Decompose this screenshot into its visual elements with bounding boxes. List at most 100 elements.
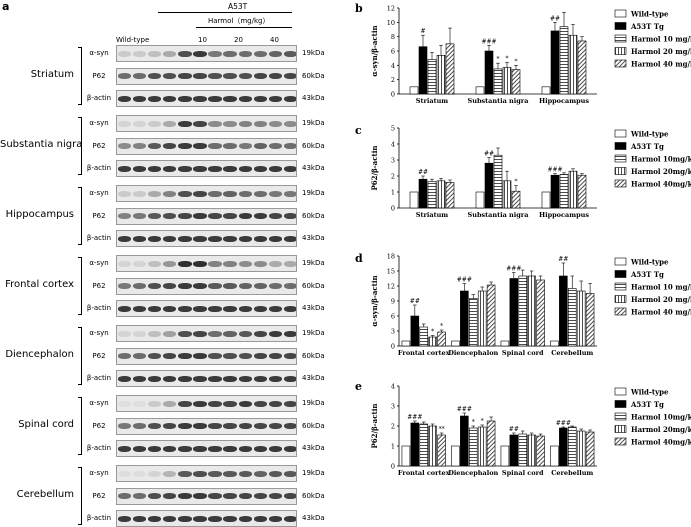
blot-label-3-1: P62 (92, 281, 106, 290)
blot-band (132, 305, 147, 312)
blot-strip (116, 417, 297, 435)
y-tick-label: 1 (391, 189, 395, 197)
blot-band (148, 353, 162, 359)
category-label: Striatum (416, 211, 449, 219)
blot-band (238, 260, 252, 267)
bar-d (527, 275, 536, 347)
bar-c (427, 181, 437, 209)
blot-band (268, 423, 282, 429)
legend-label: A53T Tg (630, 400, 664, 409)
blot-band (117, 50, 132, 57)
blot-band (268, 445, 282, 452)
blot-band (253, 493, 267, 499)
blot-band (238, 120, 252, 127)
panel-letter-c: c (355, 124, 362, 137)
blot-band (178, 235, 192, 242)
blot-label-0-2: β-actin (86, 94, 112, 102)
bar-e (518, 433, 528, 467)
bar-e (410, 422, 420, 467)
region-label-4: Diencephalon (5, 349, 74, 360)
bar-b (409, 86, 419, 95)
blot-label-6-0: α-syn (89, 469, 109, 477)
legend-swatch (614, 34, 627, 43)
wild-type-header: Wild-type (116, 36, 150, 44)
blot-band (253, 120, 267, 127)
significance-mark: ** (439, 426, 445, 433)
blot-band (178, 470, 192, 477)
blot-band (238, 143, 252, 149)
blot-band (148, 375, 162, 382)
blot-label-1-0: α-syn (89, 119, 109, 127)
bar-c (484, 162, 494, 209)
legend-swatch (614, 47, 627, 55)
significance-mark: ### (457, 277, 472, 284)
blot-band (253, 260, 267, 267)
blot-band (132, 260, 147, 267)
blot-band (117, 260, 132, 267)
kda-label-0-0: 19kDa (302, 49, 325, 57)
blot-band (283, 213, 296, 219)
kda-label-5-2: 43kDa (302, 444, 325, 452)
y-tick-label: 2 (391, 173, 395, 181)
category-label: Cerebellum (551, 349, 593, 357)
blot-band (148, 423, 162, 429)
blot-band (208, 400, 222, 407)
blot-band (193, 445, 207, 452)
blot-band (163, 283, 177, 289)
blot-band (163, 143, 177, 149)
y-tick-label: 12 (387, 5, 395, 13)
blot-band (148, 515, 162, 522)
blot-band (178, 95, 192, 102)
blot-band (253, 305, 267, 312)
blot-band (163, 73, 177, 79)
blot-band (117, 423, 132, 429)
category-label: Frontal cortex (398, 469, 450, 477)
legend-swatch (614, 129, 627, 138)
bar-d (401, 340, 411, 347)
blot-band (238, 95, 252, 102)
blot-strip (116, 185, 297, 202)
region-bracket (78, 327, 82, 385)
region-label-5: Spinal cord (18, 419, 74, 430)
blot-band (148, 305, 162, 312)
bar-e (437, 434, 446, 467)
blot-band (148, 73, 162, 79)
legend-swatch (614, 167, 627, 175)
blot-band (208, 330, 222, 337)
bar-d (437, 331, 446, 347)
blot-band (117, 470, 132, 477)
blot-band (268, 493, 282, 499)
harmol-header-line (196, 27, 292, 28)
region-bracket (78, 47, 82, 105)
y-tick-label: 4 (391, 62, 395, 70)
category-label: Diencephalon (448, 349, 498, 357)
region-bracket (78, 467, 82, 525)
blot-band (208, 445, 222, 452)
blot-band (253, 50, 267, 57)
bar-e (536, 435, 545, 467)
legend-label: Wild-type (630, 388, 669, 397)
blot-band (253, 213, 267, 219)
blot-band (178, 283, 192, 289)
blot-strip (116, 90, 297, 107)
blot-band (253, 515, 267, 522)
bar-b (511, 69, 521, 95)
blot-band (117, 493, 132, 499)
blot-band (163, 95, 177, 102)
bar-d (585, 293, 595, 347)
blot-band (223, 213, 237, 219)
blot-band (238, 235, 252, 242)
blot-band (193, 515, 207, 522)
significance-mark: * (440, 323, 443, 330)
kda-label-4-2: 43kDa (302, 374, 325, 382)
blot-band (178, 375, 192, 382)
y-tick-label: 6 (391, 48, 395, 56)
blot-band (253, 95, 267, 102)
bar-e (428, 425, 437, 467)
blot-band (193, 235, 207, 242)
blot-band (148, 235, 162, 242)
blot-band (268, 120, 282, 127)
blot-band (178, 445, 192, 452)
blot-strip (116, 137, 297, 155)
legend-label: A53T Tg (630, 270, 664, 279)
